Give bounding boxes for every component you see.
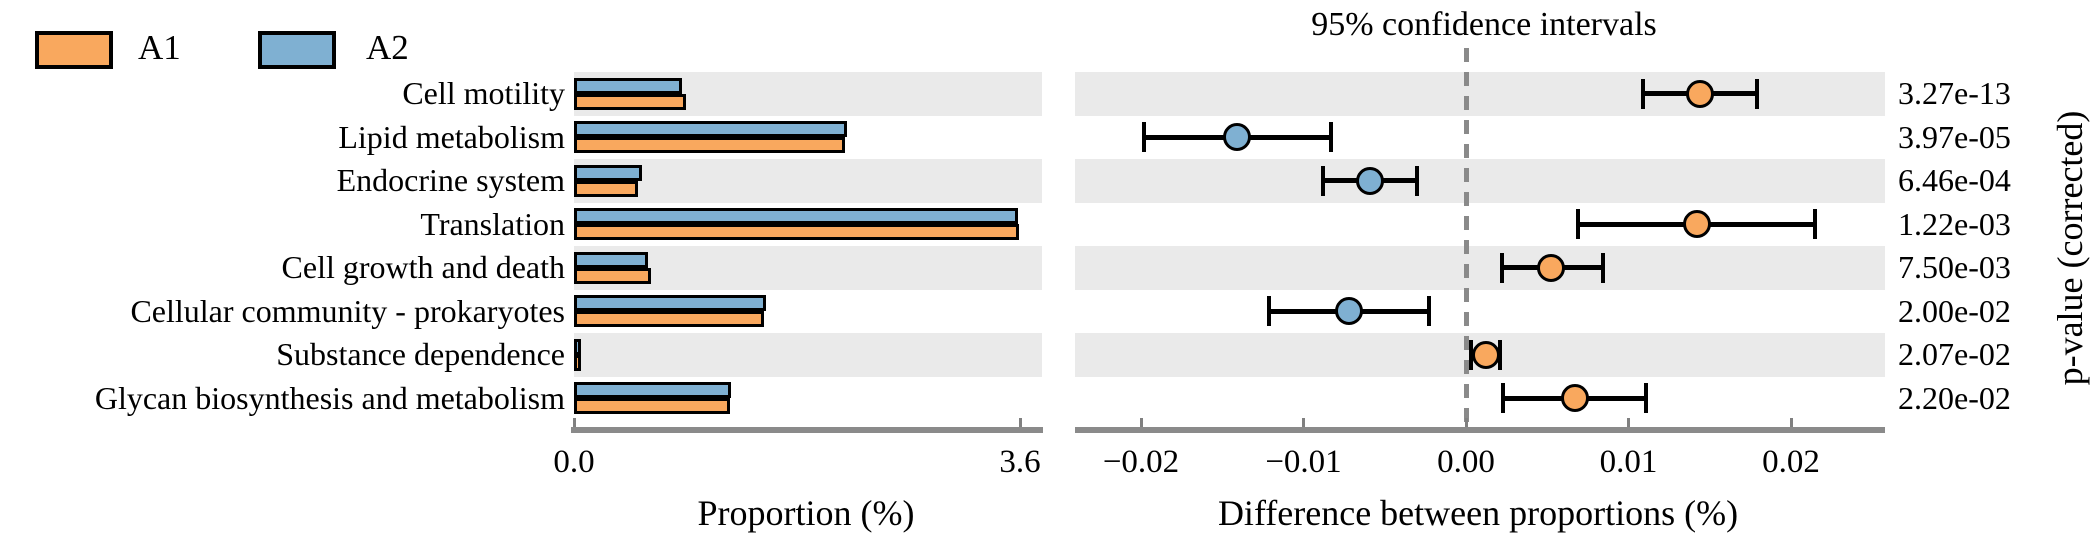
category-label: Cell growth and death bbox=[281, 249, 565, 285]
category-label: Glycan biosynthesis and metabolism bbox=[94, 379, 565, 416]
proportion-bar-a1 bbox=[574, 224, 1019, 240]
ci-cap-left bbox=[1641, 78, 1646, 109]
right-axis-tick bbox=[1627, 418, 1630, 428]
proportion-bar-a2 bbox=[574, 121, 847, 137]
right-axis-tick-label: −0.02 bbox=[1102, 444, 1180, 480]
row-stripe-right bbox=[1075, 159, 1885, 203]
row-stripe-left bbox=[574, 159, 1042, 203]
ci-cap-left bbox=[1576, 209, 1581, 240]
ci-cap-left bbox=[1468, 339, 1473, 370]
ci-cap-right bbox=[1329, 122, 1334, 153]
proportion-bar-a1 bbox=[574, 93, 686, 110]
ci-mean-dot-a1 bbox=[1560, 384, 1589, 413]
proportion-bar-a2 bbox=[574, 251, 649, 268]
left-axis-tick-label: 0.0 bbox=[553, 444, 595, 480]
right-axis-tick bbox=[1789, 418, 1793, 428]
pvalue-label: 6.46e-04 bbox=[1898, 162, 2011, 198]
category-label: Lipid metabolism bbox=[338, 118, 565, 155]
ci-mean-dot-a2 bbox=[1335, 297, 1363, 326]
right-axis-tick-label: 0.02 bbox=[1762, 444, 1820, 480]
right-axis-tick bbox=[1464, 418, 1468, 428]
proportion-bar-a1 bbox=[574, 311, 764, 327]
proportion-bar-a2 bbox=[574, 382, 732, 398]
ci-cap-right bbox=[1644, 383, 1649, 414]
ci-cap-left bbox=[1142, 122, 1147, 153]
right-x-axis-title: Difference between proportions (%) bbox=[1217, 493, 1739, 533]
proportion-bar-a2 bbox=[574, 208, 1018, 224]
left-x-axis-line bbox=[571, 427, 1043, 433]
category-label: Endocrine system bbox=[336, 162, 565, 198]
ci-cap-right bbox=[1426, 296, 1431, 327]
pvalue-label: 2.07e-02 bbox=[1898, 336, 2011, 372]
ci-cap-left bbox=[1501, 383, 1506, 414]
left-axis-tick-label: 3.6 bbox=[999, 444, 1041, 480]
proportion-bar-a1 bbox=[574, 398, 731, 414]
pvalue-label: 7.50e-03 bbox=[1898, 249, 2011, 285]
ci-mean-dot-a1 bbox=[1536, 253, 1565, 282]
right-axis-tick bbox=[1139, 418, 1143, 428]
proportion-bar-a2 bbox=[574, 77, 682, 94]
ci-mean-dot-a1 bbox=[1682, 210, 1711, 239]
ci-cap-left bbox=[1267, 296, 1272, 327]
ci-panel-title: 95% confidence intervals bbox=[1311, 6, 1657, 43]
zero-dashed-line bbox=[1464, 48, 1469, 427]
proportion-bar-a1 bbox=[574, 180, 639, 197]
right-axis-tick-label: 0.00 bbox=[1437, 444, 1495, 480]
proportion-bar-a1 bbox=[574, 354, 581, 371]
left-axis-tick bbox=[1018, 418, 1022, 428]
right-axis-tick bbox=[1302, 418, 1305, 428]
category-label: Cellular community - prokaryotes bbox=[130, 292, 565, 329]
category-label: Substance dependence bbox=[276, 336, 565, 372]
pvalue-label: 1.22e-03 bbox=[1898, 205, 2011, 242]
ci-cap-right bbox=[1498, 339, 1503, 370]
ci-cap-right bbox=[1415, 165, 1420, 196]
row-stripe-right bbox=[1075, 246, 1885, 290]
ci-cap-right bbox=[1754, 78, 1759, 109]
row-stripe-left bbox=[574, 333, 1042, 377]
ci-cap-right bbox=[1600, 252, 1605, 283]
category-label: Translation bbox=[420, 205, 565, 242]
proportion-bar-a2 bbox=[574, 164, 643, 181]
pvalue-label: 3.97e-05 bbox=[1898, 118, 2011, 155]
right-axis-tick-label: −0.01 bbox=[1265, 444, 1342, 480]
ci-mean-dot-a1 bbox=[1686, 79, 1714, 108]
ci-mean-dot-a2 bbox=[1356, 166, 1385, 195]
pvalue-label: 2.00e-02 bbox=[1898, 292, 2011, 329]
ci-mean-dot-a2 bbox=[1222, 123, 1251, 152]
ci-cap-left bbox=[1321, 165, 1325, 196]
right-x-axis-line bbox=[1075, 427, 1885, 433]
left-axis-tick bbox=[572, 418, 576, 428]
pvalue-label: 2.20e-02 bbox=[1898, 379, 2011, 416]
legend-swatch-a2 bbox=[258, 31, 336, 69]
pvalue-axis-label: p-value (corrected) bbox=[2050, 110, 2090, 386]
proportion-bar-a2 bbox=[574, 295, 767, 311]
pvalue-label: 3.27e-13 bbox=[1898, 75, 2011, 111]
category-label: Cell motility bbox=[402, 75, 565, 111]
proportion-bar-a1 bbox=[574, 137, 846, 153]
left-x-axis-title: Proportion (%) bbox=[697, 493, 915, 533]
legend-swatch-a1 bbox=[35, 31, 113, 69]
proportion-bar-a2 bbox=[574, 338, 582, 355]
ci-cap-left bbox=[1499, 252, 1504, 283]
row-stripe-left bbox=[574, 246, 1042, 290]
legend-label-a1: A1 bbox=[138, 28, 181, 67]
proportion-bar-a1 bbox=[574, 267, 651, 284]
legend-label-a2: A2 bbox=[366, 28, 409, 67]
ci-cap-right bbox=[1813, 209, 1818, 240]
row-stripe-right bbox=[1075, 72, 1885, 116]
ci-mean-dot-a1 bbox=[1471, 340, 1500, 369]
right-axis-tick-label: 0.01 bbox=[1599, 444, 1658, 480]
